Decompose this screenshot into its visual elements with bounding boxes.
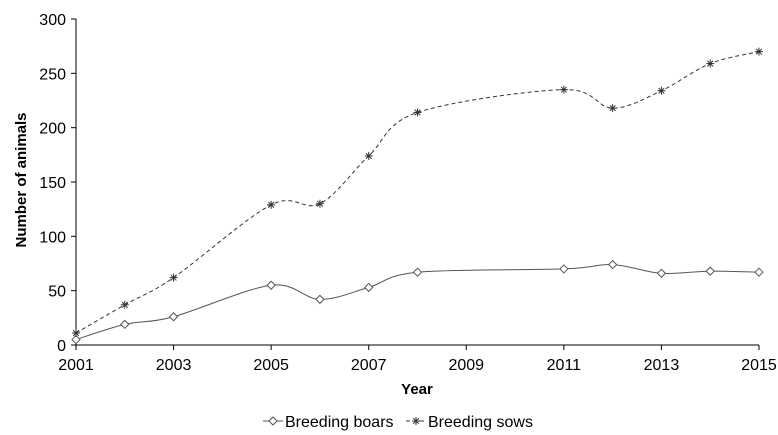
data-point-breeding-sows xyxy=(608,104,617,113)
y-tick-label: 250 xyxy=(39,66,66,83)
y-ticks: 0 50 100 150 200 250 300 xyxy=(39,12,76,355)
legend-label: Breeding boars xyxy=(285,414,394,431)
data-point-breeding-boars xyxy=(315,294,325,305)
y-tick-label: 0 xyxy=(57,338,66,355)
axes xyxy=(75,19,759,346)
data-point-breeding-sows xyxy=(364,151,373,160)
data-point-breeding-boars xyxy=(364,282,374,293)
data-point-breeding-boars xyxy=(266,280,276,290)
legend-marker xyxy=(412,417,420,425)
data-point-breeding-sows xyxy=(413,108,422,117)
legend: Breeding boars Breeding sows xyxy=(263,414,533,431)
data-point-breeding-sows xyxy=(267,200,276,209)
data-point-breeding-boars xyxy=(559,264,569,274)
data-point-breeding-sows xyxy=(169,273,178,282)
y-tick-label: 200 xyxy=(39,121,66,138)
x-tick-label: 2007 xyxy=(351,357,387,374)
legend-item-breeding-boars: Breeding boars xyxy=(263,414,394,431)
y-axis-title: Number of animals xyxy=(13,112,30,247)
y-tick-label: 50 xyxy=(48,284,66,301)
legend-label: Breeding sows xyxy=(428,414,533,431)
legend-item-breeding-sows: Breeding sows xyxy=(406,414,533,431)
y-tick-label: 100 xyxy=(39,229,66,246)
x-tick-label: 2013 xyxy=(644,357,680,374)
data-point-breeding-sows xyxy=(72,329,80,338)
x-tick-label: 2001 xyxy=(58,357,94,374)
x-tick-label: 2005 xyxy=(253,357,289,374)
data-point-breeding-sows xyxy=(755,47,763,56)
data-point-breeding-boars xyxy=(656,268,667,278)
x-tick-label: 2009 xyxy=(448,357,484,374)
x-tick-label: 2003 xyxy=(156,357,192,374)
data-point-breeding-boars xyxy=(754,267,764,277)
data-point-breeding-sows xyxy=(657,86,666,95)
legend-marker xyxy=(268,416,278,426)
y-tick-label: 150 xyxy=(39,175,66,192)
data-point-breeding-sows xyxy=(706,59,715,68)
data-point-breeding-boars xyxy=(120,319,130,330)
data-point-breeding-sows xyxy=(315,199,324,208)
data-point-breeding-boars xyxy=(412,267,423,277)
x-tick-label: 2015 xyxy=(741,357,777,374)
data-point-breeding-boars xyxy=(71,334,81,345)
data-point-breeding-sows xyxy=(120,300,129,309)
data-point-breeding-boars xyxy=(607,259,618,270)
data-point-breeding-boars xyxy=(705,266,715,276)
data-point-breeding-boars xyxy=(168,312,179,322)
series-layer xyxy=(71,47,764,345)
x-tick-label: 2011 xyxy=(547,357,582,374)
series-breeding-sows xyxy=(72,47,763,338)
x-axis-title: Year xyxy=(401,381,433,398)
series-line-breeding-sows xyxy=(75,51,760,334)
y-tick-label: 300 xyxy=(39,12,66,29)
series-breeding-boars xyxy=(71,259,764,345)
data-point-breeding-sows xyxy=(559,85,568,94)
x-ticks: 2001 2003 2005 2007 2009 2011 2013 2015 xyxy=(58,345,777,374)
